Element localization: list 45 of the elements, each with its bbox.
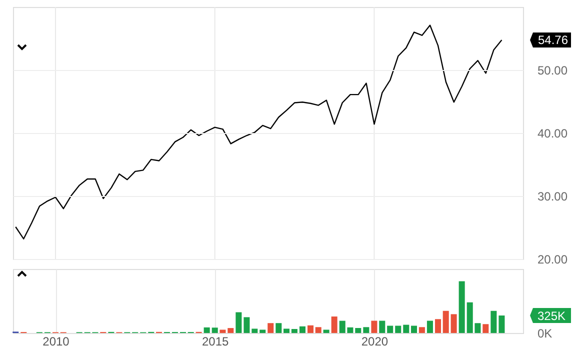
bar <box>315 327 322 333</box>
bar <box>283 328 290 333</box>
bar <box>355 328 362 333</box>
bar <box>220 330 226 333</box>
y-tick-label: 50.00 <box>538 64 568 78</box>
bar <box>410 326 418 333</box>
bar <box>490 310 497 333</box>
bar <box>260 330 266 333</box>
bar <box>498 316 505 333</box>
bar <box>482 324 489 333</box>
bar <box>204 327 210 333</box>
x-tick-label: 2020 <box>361 334 388 348</box>
line-series <box>15 24 502 240</box>
bar <box>276 323 282 333</box>
bar <box>434 319 442 333</box>
bar <box>458 281 465 333</box>
bar <box>307 325 314 333</box>
bar <box>228 328 234 333</box>
bar <box>299 326 306 333</box>
y-tick-label: 325K <box>538 309 566 324</box>
bar <box>426 320 433 333</box>
bar <box>291 329 298 333</box>
x-tick-label: 2015 <box>202 334 230 348</box>
bar <box>371 320 378 333</box>
y-tick-label: 0K <box>538 326 552 340</box>
bar <box>212 328 218 333</box>
bar <box>395 326 402 333</box>
y-tick-label: 40.00 <box>538 126 568 140</box>
bar <box>331 316 338 333</box>
bar <box>363 327 370 333</box>
bar <box>244 317 250 333</box>
y-tick-label: 30.00 <box>538 190 568 204</box>
bar <box>403 324 410 333</box>
bar <box>387 326 394 333</box>
bar <box>323 330 330 333</box>
bar <box>379 320 386 333</box>
bar <box>236 312 242 333</box>
bar <box>268 323 274 333</box>
bar <box>418 327 425 333</box>
bar <box>442 310 449 333</box>
text: 54.76 <box>538 33 568 48</box>
x-tick-label: 2010 <box>42 334 70 348</box>
bar <box>450 314 457 333</box>
bar <box>252 328 258 333</box>
y-tick-label: 20.00 <box>538 252 568 266</box>
